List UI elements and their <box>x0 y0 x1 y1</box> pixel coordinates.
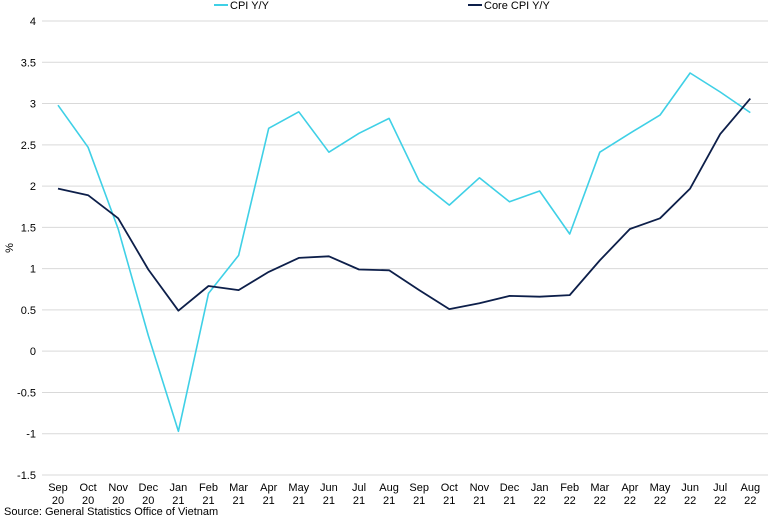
y-tick-label: -1 <box>26 429 36 441</box>
y-tick-label: 2.5 <box>21 140 36 152</box>
y-tick-label: 3.5 <box>21 57 36 69</box>
x-tick-label: May 21 <box>288 482 309 507</box>
x-tick-label: May 22 <box>650 482 671 507</box>
x-tick-label: Feb 21 <box>199 482 218 507</box>
x-tick-label: Sep 21 <box>409 482 429 507</box>
x-tick-label: Mar 22 <box>590 482 609 507</box>
x-tick-label: Mar 21 <box>229 482 248 507</box>
y-axis-ticks: 4 3.5 3 2.5 2 1.5 1 0.5 0 -0.5 -1 -1.5 <box>17 16 36 482</box>
y-tick-label: 0.5 <box>21 305 36 317</box>
x-tick-label: Jan 21 <box>170 482 188 507</box>
x-tick-label: Aug 21 <box>379 482 399 507</box>
legend-label: Core CPI Y/Y <box>484 0 550 12</box>
y-tick-label: 1 <box>30 264 36 276</box>
x-tick-label: Oct 20 <box>80 482 97 507</box>
legend-label: CPI Y/Y <box>230 0 270 12</box>
x-tick-label: Jul 21 <box>352 482 366 507</box>
x-tick-label: Nov 21 <box>470 482 490 507</box>
y-axis-label: % <box>4 243 16 253</box>
x-tick-label: Sep 20 <box>48 482 68 507</box>
y-tick-label: -1.5 <box>17 470 36 482</box>
gridlines <box>42 20 768 476</box>
x-axis-ticks: Sep 20 Oct 20 Nov 20 Dec 20 Jan 21 Feb 21 Mar 21 Apr 21… <box>48 482 760 507</box>
x-tick-label: Apr 22 <box>621 482 638 507</box>
y-tick-label: 4 <box>30 16 36 28</box>
x-tick-label: Nov 20 <box>108 482 128 507</box>
legend: CPI Y/Y Core CPI Y/Y <box>214 0 550 12</box>
series-line-cpi <box>57 72 751 433</box>
y-tick-label: -0.5 <box>17 387 36 399</box>
x-tick-label: Jan 22 <box>531 482 549 507</box>
y-tick-label: 1.5 <box>21 222 36 234</box>
series-lines <box>57 72 751 433</box>
x-tick-label: Aug 22 <box>741 482 761 507</box>
x-tick-label: Apr 21 <box>260 482 277 507</box>
y-tick-label: 3 <box>30 99 36 111</box>
series-line-core-cpi <box>57 98 751 312</box>
x-tick-label: Jun 22 <box>681 482 699 507</box>
x-tick-label: Oct 21 <box>441 482 458 507</box>
x-tick-label: Feb 22 <box>560 482 579 507</box>
y-tick-label: 2 <box>30 181 36 193</box>
source-note: Source: General Statistics Office of Vie… <box>4 506 219 518</box>
y-tick-label: 0 <box>30 346 36 358</box>
x-tick-label: Jun 21 <box>320 482 338 507</box>
x-tick-label: Dec 20 <box>139 482 159 507</box>
x-tick-label: Jul 22 <box>713 482 727 507</box>
x-tick-label: Dec 21 <box>500 482 520 507</box>
